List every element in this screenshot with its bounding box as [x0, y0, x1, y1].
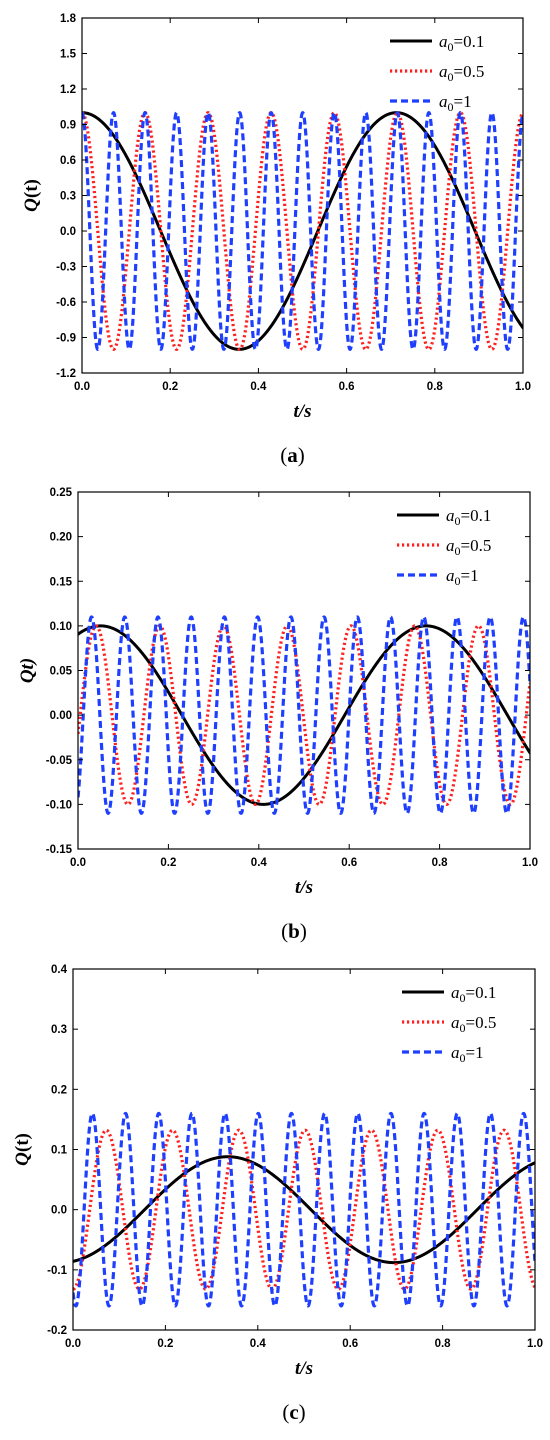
y-tick-label: 0.05 — [50, 666, 73, 678]
x-tick-label: 1.0 — [515, 381, 531, 393]
y-tick-label: -0.2 — [47, 1325, 67, 1337]
y-tick-label: 0.6 — [60, 155, 76, 167]
y-tick-label: 1.2 — [60, 84, 76, 96]
y-tick-label: 0.3 — [51, 1024, 67, 1036]
plot-area — [73, 1111, 535, 1308]
x-tick-label: 0.8 — [432, 857, 449, 869]
legend-label-3: a0=1 — [439, 92, 472, 114]
y-tick-label: 0.2 — [51, 1084, 67, 1096]
y-tick-label: 0.0 — [60, 226, 76, 238]
y-tick-label: 0.0 — [51, 1205, 67, 1217]
chart-panel-b: -0.15 -0.10 -0.05 0.00 0.05 0.10 0.15 0.20 0.25 0… — [17, 487, 538, 943]
y-tick-label: 0.1 — [51, 1145, 68, 1157]
chart-panel-c: -0.2 -0.1 0.0 0.1 0.2 0.3 0.4 0.0 0.2 0.4 0.6 0.8 1.… — [12, 964, 543, 1424]
x-tick-label: 0.6 — [339, 381, 355, 393]
x-axis-label: t/s — [294, 401, 312, 422]
x-axis-label: t/s — [295, 877, 313, 898]
series-line-3 — [73, 1111, 535, 1308]
legend-label-1: a0=0.1 — [451, 983, 496, 1005]
y-axis-label: Q(t) — [12, 1133, 33, 1166]
legend: a0=0.1 a0=0.5 a0=1 — [402, 983, 496, 1065]
x-tick-label: 0.6 — [341, 857, 357, 869]
x-tick-label: 0.0 — [74, 381, 90, 393]
x-axis-label: t/s — [295, 1358, 313, 1379]
legend-label-3: a0=1 — [446, 566, 479, 588]
x-tick-label: 1.0 — [527, 1338, 543, 1350]
y-tick-label: 0.4 — [51, 964, 68, 976]
y-tick-label: -0.9 — [56, 333, 76, 345]
panel-label: (b) — [281, 919, 307, 943]
series-line-3 — [78, 615, 530, 815]
legend: a0=0.1 a0=0.5 a0=1 — [397, 506, 491, 588]
x-tick-label: 0.2 — [160, 857, 176, 869]
legend: a0=0.1 a0=0.5 a0=1 — [390, 32, 484, 114]
x-tick-label: 0.2 — [162, 381, 178, 393]
y-tick-label: 1.5 — [60, 49, 77, 61]
plot-area — [82, 111, 523, 351]
legend-label-2: a0=0.5 — [439, 62, 484, 84]
x-tick-label: 0.0 — [65, 1338, 81, 1350]
x-tick-label: 0.0 — [70, 857, 86, 869]
x-tick-label: 0.6 — [342, 1338, 358, 1350]
legend-label-2: a0=0.5 — [446, 536, 491, 558]
legend-label-2: a0=0.5 — [451, 1013, 496, 1035]
y-axis-label: Q(t) — [21, 179, 42, 212]
legend-label-1: a0=0.1 — [439, 32, 484, 54]
y-tick-label: -0.10 — [46, 799, 72, 811]
series-line-3 — [82, 111, 523, 351]
y-tick-label: 0.3 — [60, 191, 76, 203]
series-line-2 — [73, 1128, 535, 1291]
x-tick-label: 0.4 — [251, 857, 268, 869]
y-tick-label: 0.9 — [60, 120, 76, 132]
y-axis-label: Qt) — [17, 658, 38, 683]
y-tick-label: -1.2 — [56, 368, 76, 380]
x-tick-label: 1.0 — [522, 857, 538, 869]
panel-label: (a) — [280, 443, 305, 467]
x-tick-label: 0.8 — [427, 381, 444, 393]
legend-label-3: a0=1 — [451, 1043, 484, 1065]
panel-label: (c) — [282, 1400, 305, 1424]
y-tick-label: -0.05 — [46, 755, 73, 767]
y-tick-label: -0.3 — [56, 262, 76, 274]
y-tick-label: -0.6 — [56, 297, 76, 309]
y-tick-label: 0.25 — [50, 487, 73, 499]
plot-area — [78, 615, 530, 815]
chart-panel-a: -1.2 -0.9 -0.6 -0.3 0.0 0.3 0.6 0.9 1.2 1.5 1.8 0.0… — [21, 13, 531, 467]
x-tick-label: 0.8 — [435, 1338, 452, 1350]
legend-label-1: a0=0.1 — [446, 506, 491, 528]
series-line-1 — [78, 624, 530, 806]
y-tick-label: 0.15 — [50, 576, 73, 588]
y-tick-label: -0.1 — [47, 1265, 67, 1277]
y-tick-label: 0.10 — [50, 621, 72, 633]
y-tick-label: 1.8 — [60, 13, 77, 25]
series-line-2 — [82, 111, 523, 351]
y-tick-label: 0.00 — [50, 710, 72, 722]
x-tick-label: 0.2 — [157, 1338, 173, 1350]
y-tick-label: -0.15 — [46, 844, 73, 856]
x-tick-label: 0.4 — [250, 381, 267, 393]
y-tick-label: 0.20 — [50, 532, 72, 544]
x-tick-label: 0.4 — [250, 1338, 267, 1350]
